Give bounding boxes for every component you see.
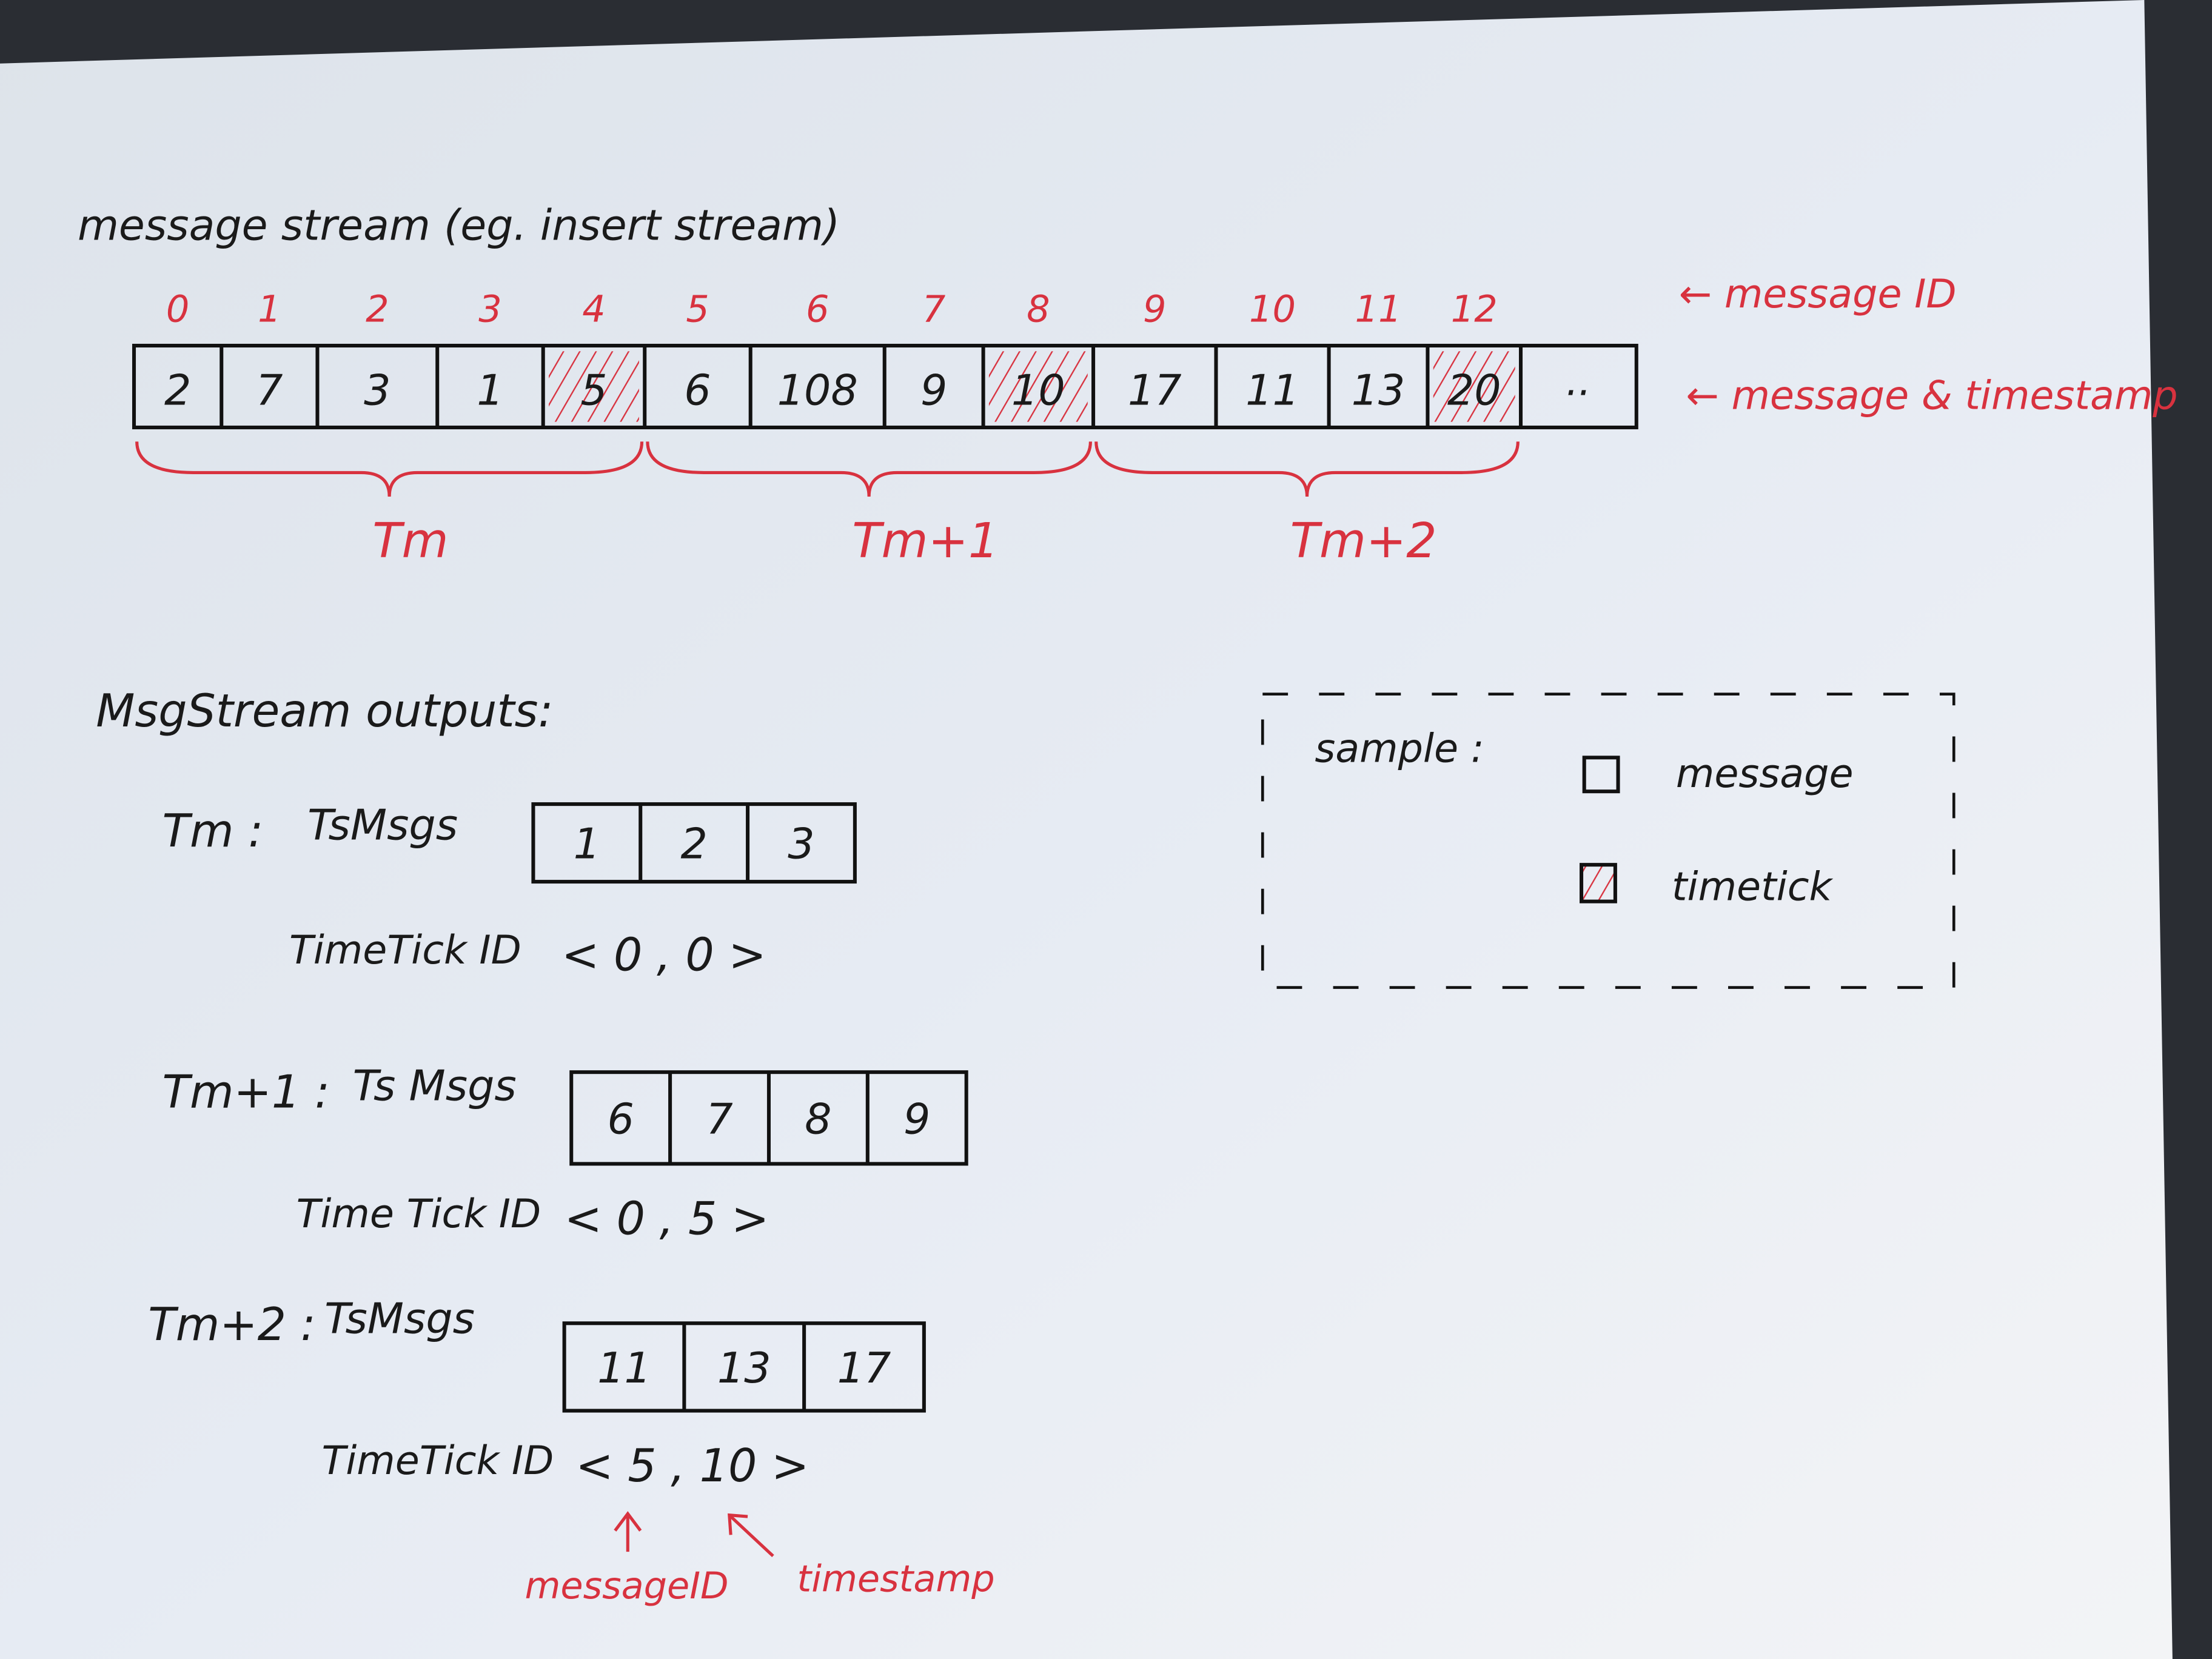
message-timestamp: 17 bbox=[1128, 366, 1182, 415]
output-row: Tm : TsMsgs 1 2 3 TimeTick ID < 0 , 0 > bbox=[163, 800, 857, 982]
group-brace bbox=[646, 441, 1092, 497]
timetick-id-label: Time Tick ID bbox=[297, 1191, 541, 1237]
timetick-id-label: TimeTick ID bbox=[289, 928, 521, 973]
legend-title: sample : bbox=[1315, 726, 1484, 771]
timetick-hatch bbox=[1433, 351, 1515, 422]
message-id-label: ← message ID bbox=[1679, 272, 1957, 317]
ts-msgs-label: Ts Msgs bbox=[353, 1062, 517, 1111]
annotations: messageID timestamp bbox=[525, 1511, 995, 1607]
message-id: 2 bbox=[366, 288, 389, 330]
group-label: Tm+2 bbox=[1290, 513, 1437, 569]
ts-msg: 11 bbox=[597, 1344, 651, 1393]
timetick-id-value: < 5 , 10 > bbox=[575, 1439, 809, 1492]
ts-msg: 3 bbox=[788, 820, 814, 869]
ts-msg: 2 bbox=[680, 820, 707, 869]
message-id: 4 bbox=[582, 288, 605, 330]
timetick-id-label: TimeTick ID bbox=[321, 1438, 554, 1484]
ts-msg: 17 bbox=[837, 1344, 891, 1393]
message-timestamp: 13 bbox=[1352, 366, 1406, 415]
message-id: 5 bbox=[686, 288, 709, 330]
message-id: 0 bbox=[166, 288, 189, 330]
ts-msg: 1 bbox=[574, 820, 600, 869]
group-label: Tm+1 bbox=[852, 513, 999, 569]
message-timestamp: 11 bbox=[1245, 366, 1299, 415]
legend-timetick-label: timetick bbox=[1672, 864, 1834, 910]
group-label: Tm bbox=[372, 513, 448, 569]
ts-msgs-label: TsMsgs bbox=[324, 1295, 475, 1344]
time-window-label: Tm+2 : bbox=[148, 1298, 315, 1351]
legend: sample : message timetick bbox=[1261, 692, 1956, 989]
timetick-id-value: < 0 , 5 > bbox=[565, 1193, 769, 1245]
group-brace bbox=[1094, 441, 1520, 497]
message-id: 6 bbox=[806, 288, 829, 330]
annotation-timestamp: timestamp bbox=[797, 1558, 994, 1600]
timetick-id-value: < 0 , 0 > bbox=[561, 929, 766, 982]
message-timestamp: 7 bbox=[256, 366, 283, 415]
ts-msg: 9 bbox=[903, 1094, 930, 1144]
message-timestamp: 3 bbox=[364, 366, 390, 415]
message-stream: 207132135465108697108179111013112012..Tm… bbox=[132, 288, 1638, 569]
timetick-hatch bbox=[549, 351, 639, 422]
message-timestamp: 5 bbox=[580, 366, 607, 415]
legend-message-label: message bbox=[1676, 751, 1854, 797]
message-timestamp-label: ← message & timestamp bbox=[1686, 374, 2177, 419]
message-timestamp: 6 bbox=[684, 366, 711, 415]
message-timestamp: 2 bbox=[164, 366, 191, 415]
stream-ellipsis: .. bbox=[1566, 359, 1591, 404]
timetick-swatch bbox=[1580, 863, 1617, 903]
output-row: Tm+1 : Ts Msgs 6 7 8 9 Time Tick ID < 0 , 5 > bbox=[163, 1062, 968, 1245]
ts-msg: 8 bbox=[805, 1094, 831, 1144]
ts-msg: 7 bbox=[706, 1094, 732, 1144]
message-id: 7 bbox=[922, 288, 945, 330]
ts-msgs-label: TsMsgs bbox=[307, 800, 458, 850]
message-id: 10 bbox=[1249, 288, 1296, 330]
timetick-hatch bbox=[988, 351, 1088, 422]
time-window-label: Tm+1 : bbox=[163, 1065, 330, 1118]
ts-msg: 6 bbox=[607, 1094, 634, 1144]
ts-msgs-box bbox=[562, 1321, 926, 1413]
annotation-message-id: messageID bbox=[525, 1565, 728, 1607]
group-brace bbox=[135, 441, 644, 497]
message-id: 1 bbox=[258, 288, 281, 330]
message-id: 8 bbox=[1027, 288, 1050, 330]
ts-msg: 13 bbox=[717, 1344, 771, 1393]
message-id: 11 bbox=[1355, 288, 1402, 330]
message-timestamp: 10 bbox=[1011, 366, 1065, 415]
time-window-label: Tm : bbox=[163, 805, 264, 857]
message-id: 12 bbox=[1451, 288, 1498, 330]
message-id: 3 bbox=[478, 288, 501, 330]
output-row: Tm+2 : TsMsgs 11 13 17 TimeTick ID < 5 , 10 > bbox=[148, 1295, 926, 1492]
message-timestamp: 20 bbox=[1447, 366, 1501, 415]
message-timestamp: 9 bbox=[920, 366, 947, 415]
message-id: 9 bbox=[1143, 288, 1166, 330]
outputs-heading: MsgStream outputs: bbox=[96, 685, 553, 737]
diagram-title: message stream (eg. insert stream) bbox=[78, 201, 840, 250]
message-timestamp: 108 bbox=[777, 366, 858, 415]
legend-border bbox=[1261, 692, 1956, 989]
message-swatch bbox=[1582, 756, 1620, 794]
message-timestamp: 1 bbox=[477, 366, 503, 415]
ts-msgs-box bbox=[531, 802, 857, 884]
